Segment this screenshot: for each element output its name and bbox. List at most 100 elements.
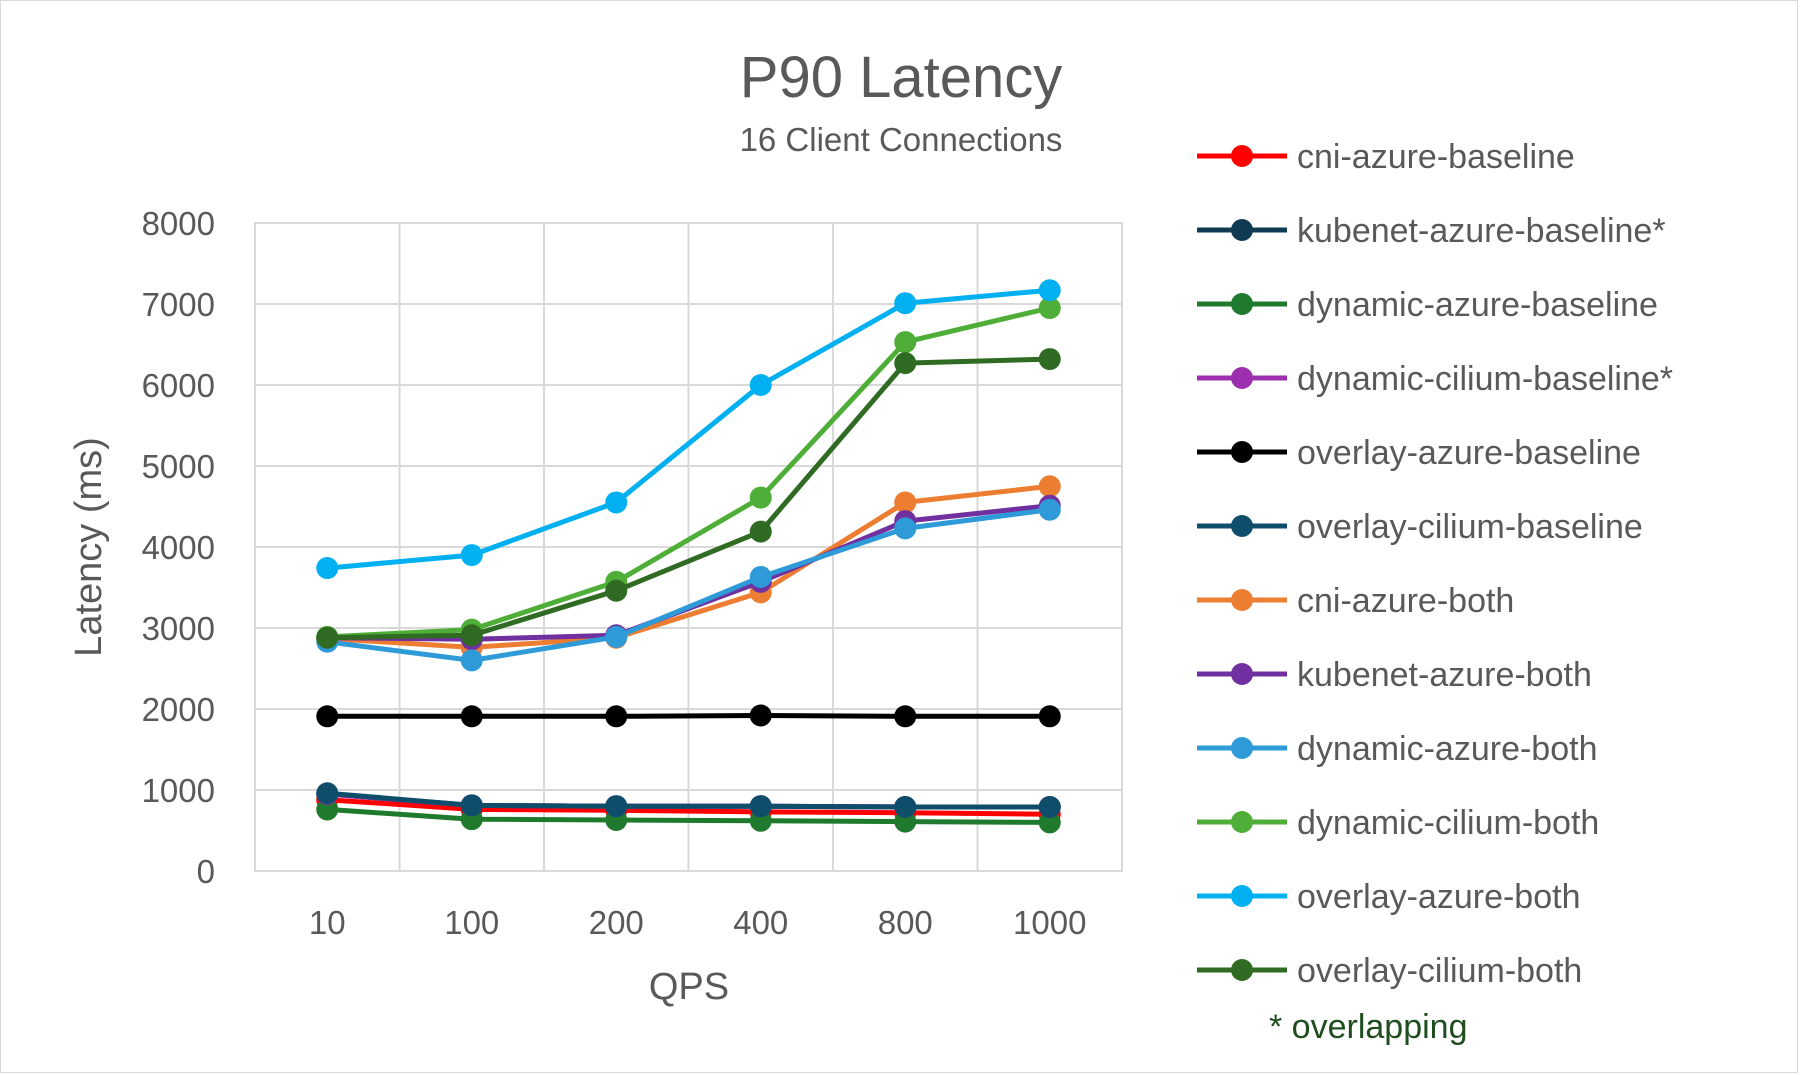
series-line xyxy=(324,806,1053,825)
legend-item: overlay-cilium-baseline xyxy=(1197,508,1643,546)
data-point xyxy=(749,486,772,509)
series-line xyxy=(324,483,1053,650)
data-point xyxy=(316,705,339,728)
y-tick-label: 2000 xyxy=(142,691,215,728)
series-line xyxy=(324,305,1053,640)
legend-label: overlay-cilium-baseline xyxy=(1297,508,1643,546)
data-point xyxy=(894,491,917,514)
series-line xyxy=(324,507,1053,663)
series-line xyxy=(324,790,1053,810)
legend-item: dynamic-azure-baseline xyxy=(1197,286,1658,324)
x-axis-label: QPS xyxy=(649,966,729,1008)
legend-label: cni-azure-both xyxy=(1297,582,1514,620)
legend-marker xyxy=(1231,219,1253,241)
legend-label: dynamic-azure-both xyxy=(1297,730,1597,768)
legend-label: cni-azure-baseline xyxy=(1297,138,1575,176)
series-line xyxy=(324,713,1053,719)
data-point xyxy=(316,798,339,821)
data-point xyxy=(460,649,483,672)
legend-item: dynamic-azure-both xyxy=(1197,730,1597,768)
data-point xyxy=(749,795,772,818)
y-tick-label: 7000 xyxy=(142,286,215,323)
data-point xyxy=(894,292,917,315)
legend-marker xyxy=(1231,441,1253,463)
data-point xyxy=(460,705,483,728)
legend-item: cni-azure-baseline xyxy=(1197,138,1575,176)
x-tick-label: 400 xyxy=(733,904,788,941)
data-point xyxy=(749,704,772,727)
legend: cni-azure-baseline kubenet-azure-baseline… xyxy=(1197,138,1673,990)
legend-label: dynamic-azure-baseline xyxy=(1297,286,1658,324)
legend-label: overlay-azure-both xyxy=(1297,878,1580,916)
legend-item: kubenet-azure-baseline* xyxy=(1197,212,1666,250)
legend-marker xyxy=(1231,737,1253,759)
chart-subtitle: 16 Client Connections xyxy=(740,121,1063,158)
legend-marker xyxy=(1231,811,1253,833)
data-point xyxy=(894,331,917,354)
data-point xyxy=(460,624,483,647)
data-point xyxy=(894,796,917,819)
plot-area-border xyxy=(254,222,1123,872)
legend-marker xyxy=(1231,293,1253,315)
series-layer xyxy=(316,279,1061,834)
data-point xyxy=(1038,811,1061,834)
chart-title: P90 Latency xyxy=(740,45,1062,110)
legend-marker xyxy=(1231,885,1253,907)
legend-marker xyxy=(1231,367,1253,389)
data-point xyxy=(460,794,483,817)
legend-marker xyxy=(1231,589,1253,611)
x-tick-label: 200 xyxy=(589,904,644,941)
legend-item: cni-azure-both xyxy=(1197,582,1514,620)
legend-item: dynamic-cilium-baseline* xyxy=(1197,360,1673,398)
legend-item: overlay-azure-baseline xyxy=(1197,434,1641,472)
legend-marker xyxy=(1231,959,1253,981)
y-tick-label: 5000 xyxy=(142,448,215,485)
data-point xyxy=(749,374,772,396)
data-point xyxy=(605,491,628,514)
series-overlay-azure-baseline xyxy=(316,704,1061,728)
legend-label: kubenet-azure-baseline* xyxy=(1297,212,1666,250)
data-point xyxy=(1038,705,1061,728)
legend-label: overlay-cilium-both xyxy=(1297,952,1582,990)
legend-label: dynamic-cilium-baseline* xyxy=(1297,360,1673,398)
legend-label: dynamic-cilium-both xyxy=(1297,804,1599,842)
data-point xyxy=(749,520,772,543)
y-tick-label: 3000 xyxy=(142,610,215,647)
series-overlay-azure-both xyxy=(316,279,1061,580)
series-line xyxy=(324,287,1053,571)
x-tick-label: 100 xyxy=(444,904,499,941)
y-axis-label: Latency (ms) xyxy=(68,437,110,657)
y-tick-label: 1000 xyxy=(142,772,215,809)
x-axis-ticks: 10 100 200 400 800 1000 xyxy=(309,904,1087,941)
x-tick-label: 1000 xyxy=(1013,904,1086,941)
series-overlay-cilium-both xyxy=(316,348,1061,649)
series-line xyxy=(324,356,1053,641)
data-point xyxy=(316,782,339,805)
legend-item: kubenet-azure-both xyxy=(1197,656,1592,694)
data-point xyxy=(605,795,628,818)
data-point xyxy=(894,705,917,728)
y-tick-label: 6000 xyxy=(142,367,215,404)
legend-item: overlay-cilium-both xyxy=(1197,952,1582,990)
y-tick-label: 0 xyxy=(197,853,215,890)
series-overlay-cilium-baseline xyxy=(316,782,1061,819)
legend-label: kubenet-azure-both xyxy=(1297,656,1592,694)
legend-marker xyxy=(1231,663,1253,685)
y-axis-ticks: 0 1000 2000 3000 4000 5000 6000 7000 8000 xyxy=(142,205,215,890)
data-point xyxy=(316,557,339,580)
data-point xyxy=(1038,348,1061,371)
data-point xyxy=(1038,475,1061,498)
data-point xyxy=(1038,297,1061,320)
data-point xyxy=(605,579,628,602)
legend-item: overlay-azure-both xyxy=(1197,878,1580,916)
data-point xyxy=(605,625,628,648)
data-point xyxy=(1038,279,1061,302)
data-point xyxy=(894,352,917,375)
series-line xyxy=(324,797,1053,817)
legend-marker xyxy=(1231,515,1253,537)
y-tick-label: 8000 xyxy=(142,205,215,242)
data-point xyxy=(1038,796,1061,819)
data-point xyxy=(894,517,917,540)
